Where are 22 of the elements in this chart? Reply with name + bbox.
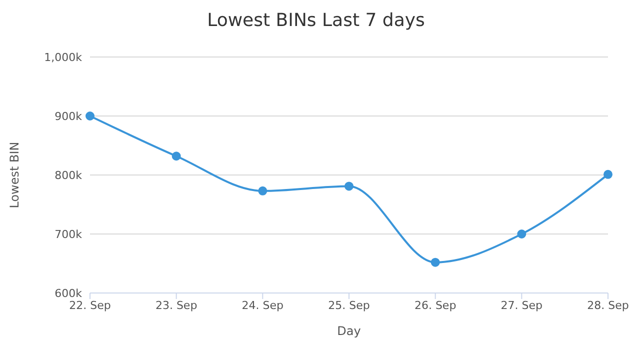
y-tick-label: 900k <box>54 110 83 123</box>
x-tick-label: 28. Sep <box>587 298 629 312</box>
x-tick-label: 24. Sep <box>242 298 284 312</box>
point <box>604 170 612 179</box>
x-tick-label: 22. Sep <box>69 298 111 312</box>
x-tick-label: 26. Sep <box>414 298 456 312</box>
y-tick-label: 1,000k <box>44 50 83 64</box>
point <box>344 182 354 191</box>
chart-title: Lowest BINs Last 7 days <box>206 10 426 31</box>
y-tick-label: 700k <box>54 228 83 241</box>
x-axis-title: Day <box>337 324 361 338</box>
y-axis-title: Lowest BIN <box>7 142 22 208</box>
point <box>258 186 268 196</box>
point <box>430 258 440 267</box>
point <box>86 112 94 120</box>
y-tick-label: 600k <box>54 286 83 300</box>
y-tick-label: 800k <box>54 168 83 182</box>
x-tick-label: 23. Sep <box>155 298 198 312</box>
point <box>517 230 526 238</box>
x-tick-label: 25. Sep <box>328 298 370 312</box>
x-tick-label: 27. Sep <box>500 298 543 312</box>
point <box>172 152 181 161</box>
